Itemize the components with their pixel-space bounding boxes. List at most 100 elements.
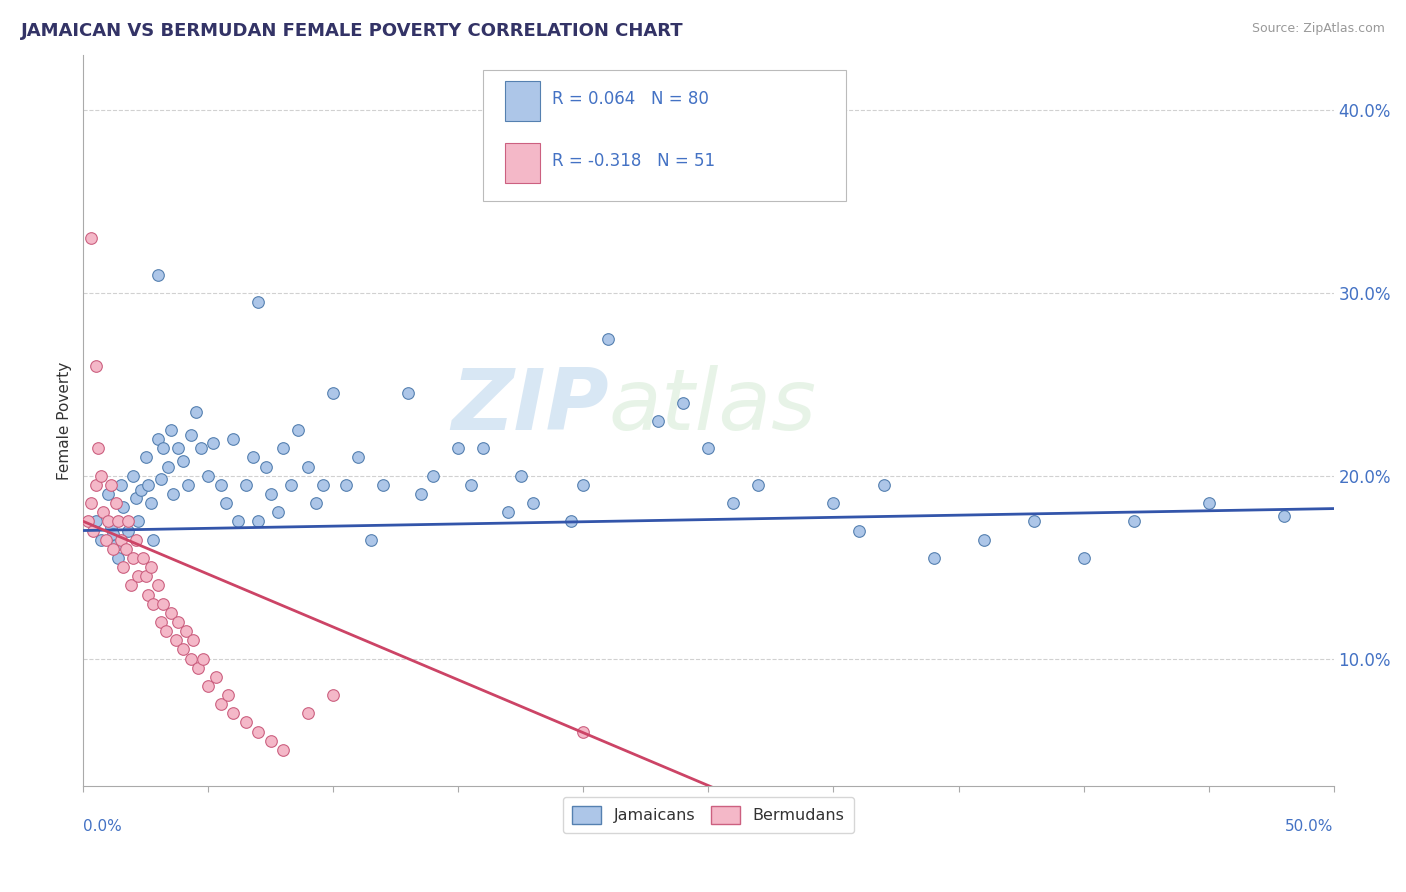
Point bbox=[184, 405, 207, 419]
Text: ZIP: ZIP bbox=[451, 365, 609, 448]
Point bbox=[235, 715, 257, 730]
Point bbox=[498, 505, 520, 519]
Point bbox=[90, 533, 112, 547]
Point bbox=[409, 487, 432, 501]
Point bbox=[148, 578, 170, 592]
Point bbox=[572, 478, 595, 492]
Point bbox=[347, 450, 370, 465]
Point bbox=[197, 679, 219, 693]
Point bbox=[460, 478, 482, 492]
Point bbox=[104, 496, 127, 510]
FancyBboxPatch shape bbox=[484, 70, 846, 202]
Point bbox=[922, 550, 945, 565]
Point bbox=[180, 428, 202, 442]
Point bbox=[142, 597, 165, 611]
Point bbox=[187, 660, 209, 674]
Point bbox=[136, 587, 159, 601]
Point bbox=[155, 624, 177, 638]
Point bbox=[1272, 508, 1295, 523]
Point bbox=[222, 432, 245, 446]
Point bbox=[84, 478, 107, 492]
Point bbox=[422, 468, 444, 483]
Point bbox=[135, 450, 157, 465]
Bar bbox=[505, 143, 540, 183]
Point bbox=[297, 706, 319, 721]
Point bbox=[197, 468, 219, 483]
Point bbox=[209, 697, 232, 711]
Point bbox=[973, 533, 995, 547]
Point bbox=[572, 724, 595, 739]
Point bbox=[87, 442, 110, 456]
Point bbox=[122, 468, 145, 483]
Point bbox=[254, 459, 277, 474]
Text: atlas: atlas bbox=[609, 365, 817, 448]
Point bbox=[1073, 550, 1095, 565]
Point bbox=[112, 500, 135, 514]
Point bbox=[114, 541, 136, 556]
Point bbox=[447, 442, 470, 456]
Point bbox=[139, 496, 162, 510]
Point bbox=[127, 569, 149, 583]
Point bbox=[287, 423, 309, 437]
Point bbox=[167, 442, 190, 456]
Point bbox=[125, 491, 148, 505]
Point bbox=[177, 478, 200, 492]
Point bbox=[522, 496, 544, 510]
Point bbox=[247, 515, 270, 529]
Point bbox=[273, 442, 295, 456]
Point bbox=[94, 533, 117, 547]
Point bbox=[103, 527, 125, 541]
Point bbox=[97, 487, 120, 501]
Point bbox=[472, 442, 495, 456]
Point bbox=[335, 478, 357, 492]
Point bbox=[360, 533, 382, 547]
Point bbox=[149, 472, 172, 486]
Point bbox=[322, 688, 344, 702]
Y-axis label: Female Poverty: Female Poverty bbox=[58, 361, 72, 480]
Point bbox=[190, 442, 212, 456]
Point bbox=[107, 515, 129, 529]
Point bbox=[100, 520, 122, 534]
Point bbox=[135, 569, 157, 583]
Text: R = 0.064   N = 80: R = 0.064 N = 80 bbox=[553, 90, 709, 108]
Point bbox=[129, 483, 152, 498]
Legend: Jamaicans, Bermudans: Jamaicans, Bermudans bbox=[562, 797, 855, 833]
Bar bbox=[505, 81, 540, 121]
Point bbox=[148, 268, 170, 282]
Point bbox=[136, 478, 159, 492]
Point bbox=[107, 550, 129, 565]
Point bbox=[202, 435, 225, 450]
Point bbox=[280, 478, 302, 492]
Point bbox=[90, 468, 112, 483]
Point bbox=[159, 423, 181, 437]
Point bbox=[139, 560, 162, 574]
Point bbox=[373, 478, 395, 492]
Point bbox=[598, 332, 620, 346]
Point bbox=[127, 515, 149, 529]
Point bbox=[167, 615, 190, 629]
Point bbox=[1022, 515, 1045, 529]
Point bbox=[148, 432, 170, 446]
Point bbox=[103, 541, 125, 556]
Point bbox=[823, 496, 845, 510]
Point bbox=[215, 496, 238, 510]
Point bbox=[174, 624, 197, 638]
Text: JAMAICAN VS BERMUDAN FEMALE POVERTY CORRELATION CHART: JAMAICAN VS BERMUDAN FEMALE POVERTY CORR… bbox=[21, 22, 683, 40]
Point bbox=[80, 231, 103, 245]
Point bbox=[260, 733, 283, 747]
Point bbox=[152, 597, 174, 611]
Point bbox=[180, 651, 202, 665]
Point bbox=[193, 651, 215, 665]
Point bbox=[247, 295, 270, 310]
Point bbox=[723, 496, 745, 510]
Point bbox=[172, 454, 194, 468]
Point bbox=[647, 414, 669, 428]
Point bbox=[235, 478, 257, 492]
Point bbox=[159, 606, 181, 620]
Point bbox=[205, 670, 228, 684]
Point bbox=[1122, 515, 1144, 529]
Text: Source: ZipAtlas.com: Source: ZipAtlas.com bbox=[1251, 22, 1385, 36]
Point bbox=[872, 478, 894, 492]
Point bbox=[322, 386, 344, 401]
Point bbox=[132, 550, 155, 565]
